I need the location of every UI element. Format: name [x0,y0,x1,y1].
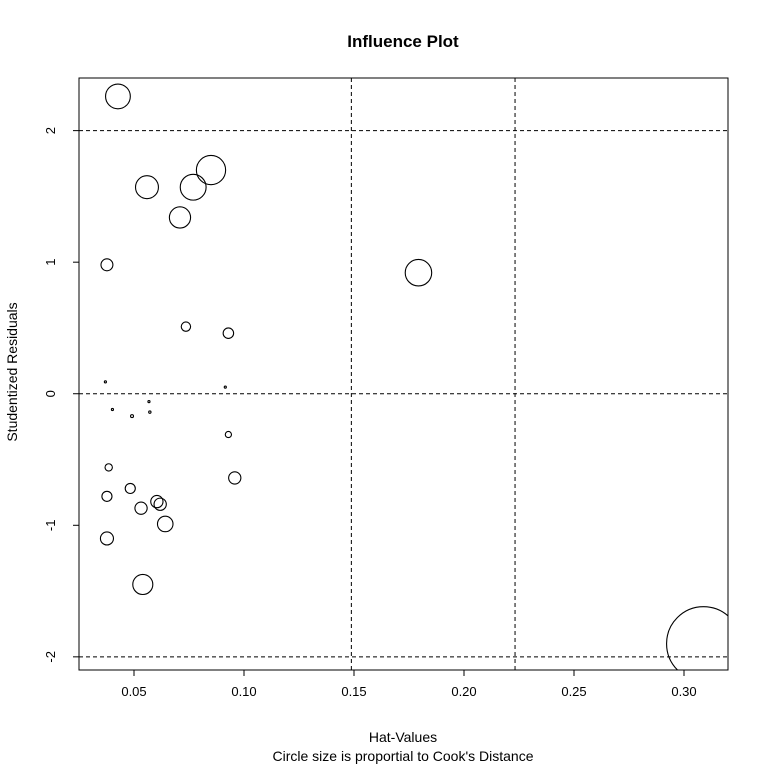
data-point-24 [99,531,115,546]
data-point-16 [104,463,113,472]
data-point-11 [110,407,115,412]
data-point-26 [666,606,728,670]
data-point-3 [195,154,227,186]
x-axis: 0.05 0.10 0.15 0.20 0.25 0.30 [121,670,697,699]
data-points [99,83,728,670]
data-point-14 [129,414,135,419]
data-point-0 [105,83,131,110]
x-tick-label-1: 0.10 [231,684,256,699]
y-tick-label-4: 2 [43,127,58,134]
y-tick-label-3: 1 [43,259,58,266]
chart-title: Influence Plot [347,32,459,51]
data-point-4 [168,206,192,229]
data-point-23 [156,515,174,533]
data-point-12 [147,400,151,404]
data-point-6 [404,258,433,287]
x-tick-label-5: 0.30 [671,684,696,699]
plot-frame [78,77,729,671]
data-point-13 [148,410,152,414]
data-point-15 [224,430,233,439]
data-point-21 [153,497,167,511]
data-point-8 [222,327,235,340]
data-point-17 [228,471,242,485]
data-point-5 [100,258,114,272]
x-tick-label-0: 0.05 [121,684,146,699]
x-tick-label-2: 0.15 [341,684,366,699]
x-tick-label-4: 0.25 [561,684,586,699]
y-tick-label-2: 0 [43,390,58,397]
y-tick-label-1: -1 [43,520,58,532]
data-point-1 [134,175,159,200]
reference-lines [79,78,728,670]
y-axis-label: Studentized Residuals [4,302,20,441]
data-point-20 [150,494,164,509]
data-point-25 [132,573,154,596]
x-tick-label-3: 0.20 [451,684,476,699]
chart-subtitle: Circle size is proportial to Cook's Dist… [273,748,534,764]
data-point-9 [103,380,107,384]
data-point-2 [179,173,207,201]
y-tick-label-0: -2 [43,651,58,663]
data-point-22 [134,501,148,515]
data-point-10 [223,385,227,389]
y-axis: -2 -1 0 1 2 [43,127,79,663]
data-point-18 [124,482,136,495]
data-point-7 [180,321,192,332]
x-axis-label: Hat-Values [369,729,437,745]
data-point-19 [101,490,113,502]
